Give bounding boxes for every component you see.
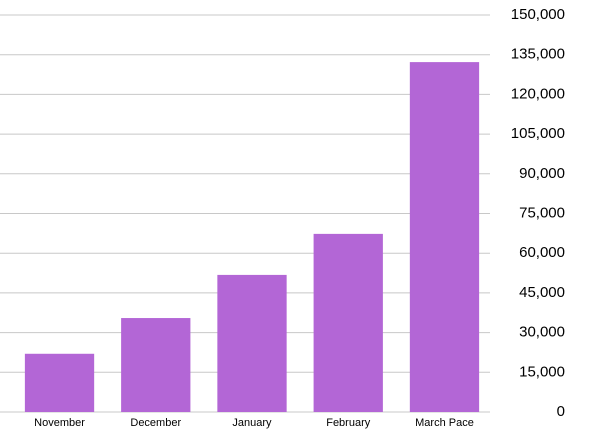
y-tick-label: 120,000 — [511, 85, 565, 102]
x-tick-label: November — [34, 417, 85, 429]
y-tick-label: 75,000 — [519, 204, 565, 221]
bar — [217, 274, 287, 412]
bar — [409, 62, 480, 413]
x-tick-label: March Pace — [415, 417, 474, 429]
y-tick-label: 135,000 — [511, 46, 565, 63]
y-tick-label: 105,000 — [511, 125, 565, 142]
y-tick-label: 60,000 — [519, 244, 565, 261]
y-tick-label: 15,000 — [519, 363, 565, 380]
x-tick-label: December — [130, 417, 181, 429]
bar — [24, 353, 95, 412]
y-tick-label: 30,000 — [519, 324, 565, 341]
y-tick-label: 45,000 — [519, 284, 565, 301]
x-tick-label: February — [326, 417, 371, 429]
x-tick-label: January — [232, 417, 272, 429]
bar — [313, 233, 383, 412]
y-tick-label: 0 — [557, 403, 565, 420]
bar — [121, 318, 191, 412]
y-tick-label: 150,000 — [511, 6, 565, 23]
y-tick-label: 90,000 — [519, 165, 565, 182]
